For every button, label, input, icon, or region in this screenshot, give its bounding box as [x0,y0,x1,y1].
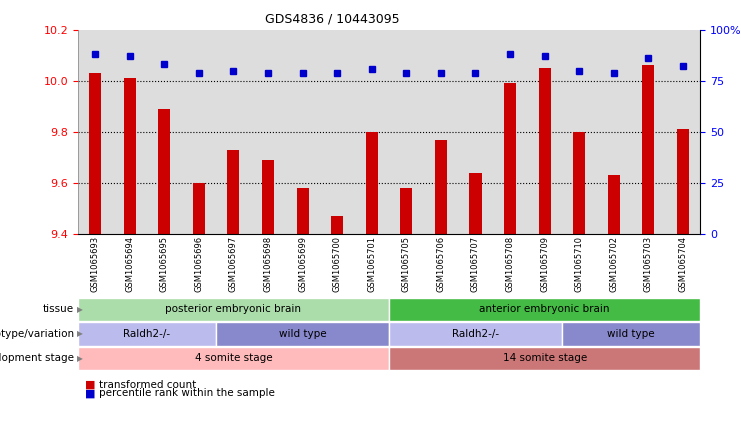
Bar [158,109,170,234]
Text: tissue: tissue [43,305,74,314]
Bar [365,132,378,234]
Bar [227,150,239,234]
Bar [642,66,654,234]
Bar [331,217,343,234]
Bar [296,188,309,234]
Bar [504,83,516,234]
Text: ▶: ▶ [77,354,83,363]
Bar [608,176,619,234]
Bar [539,68,551,234]
Text: ■: ■ [85,388,96,398]
Text: ■: ■ [85,380,96,390]
Text: 14 somite stage: 14 somite stage [502,354,587,363]
Text: ▶: ▶ [77,305,83,314]
Bar [124,78,136,234]
Text: anterior embryonic brain: anterior embryonic brain [479,305,610,314]
Text: transformed count: transformed count [99,380,196,390]
Text: 4 somite stage: 4 somite stage [195,354,272,363]
Bar [470,173,482,234]
Bar [89,73,101,234]
Bar [435,140,447,234]
Text: Raldh2-/-: Raldh2-/- [452,329,499,339]
Text: ▶: ▶ [77,330,83,338]
Bar [574,132,585,234]
Text: GDS4836 / 10443095: GDS4836 / 10443095 [265,12,399,25]
Text: posterior embryonic brain: posterior embryonic brain [165,305,302,314]
Text: percentile rank within the sample: percentile rank within the sample [99,388,274,398]
Text: wild type: wild type [608,329,655,339]
Bar [400,188,412,234]
Text: Raldh2-/-: Raldh2-/- [124,329,170,339]
Text: development stage: development stage [0,354,74,363]
Text: genotype/variation: genotype/variation [0,329,74,339]
Text: wild type: wild type [279,329,326,339]
Bar [262,160,274,234]
Bar [193,183,205,234]
Bar [677,129,689,234]
